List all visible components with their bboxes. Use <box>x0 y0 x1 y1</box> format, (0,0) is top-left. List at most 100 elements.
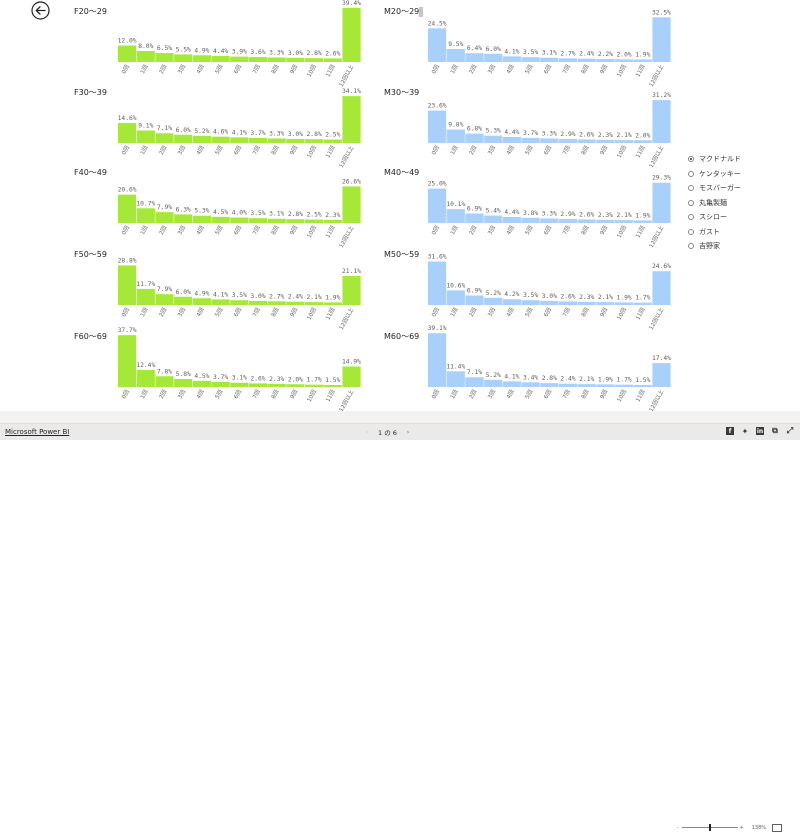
slicer-item[interactable]: マクドナルド <box>688 152 798 166</box>
radio-button-icon[interactable] <box>688 243 694 249</box>
chart-bar[interactable] <box>155 133 174 143</box>
chart-bar[interactable] <box>305 302 324 305</box>
chart-bar[interactable] <box>521 137 540 143</box>
chart-bar[interactable] <box>230 217 249 224</box>
chart-bar[interactable] <box>521 217 540 223</box>
chart-bar[interactable] <box>342 275 361 305</box>
chart-bar[interactable] <box>465 377 484 387</box>
chart-bar[interactable] <box>577 384 596 387</box>
chart-bar[interactable] <box>502 136 521 143</box>
chart-bar[interactable] <box>174 379 193 387</box>
chart-bar[interactable] <box>521 382 540 387</box>
chart-bar[interactable] <box>192 135 211 143</box>
chart-bar[interactable] <box>248 57 268 62</box>
chart-bar[interactable] <box>267 138 286 143</box>
chart-bar[interactable] <box>248 218 268 223</box>
chart-bar[interactable] <box>323 139 342 143</box>
previous-page-button[interactable]: ‹ <box>365 428 369 436</box>
chart-bar[interactable] <box>558 301 578 305</box>
chart-bar[interactable] <box>192 55 211 62</box>
chart-bar[interactable] <box>633 59 652 62</box>
chart-bar[interactable] <box>484 135 503 143</box>
back-arrow-icon[interactable] <box>31 1 50 20</box>
chart-bar[interactable] <box>286 219 305 223</box>
chart-bar[interactable] <box>211 55 230 62</box>
chart-bar[interactable] <box>446 48 465 62</box>
chart-bar[interactable] <box>540 383 559 387</box>
power-bi-link[interactable]: Microsoft Power BI <box>5 428 70 436</box>
fullscreen-icon[interactable]: ⤢ <box>786 426 794 435</box>
chart-bar[interactable] <box>342 366 361 387</box>
chart-bar[interactable] <box>540 57 559 62</box>
chart-bar[interactable] <box>267 218 286 223</box>
radio-button-icon[interactable] <box>688 170 694 177</box>
chart-bar[interactable] <box>428 188 447 223</box>
facebook-icon[interactable]: f <box>726 427 734 435</box>
chart-bar[interactable] <box>155 212 174 223</box>
chart-bar[interactable] <box>192 215 211 223</box>
chart-bar[interactable] <box>342 96 361 143</box>
chart-bar[interactable] <box>211 136 230 143</box>
chart-bar[interactable] <box>652 17 671 62</box>
chart-bar[interactable] <box>305 58 324 62</box>
twitter-icon[interactable]: ✦ <box>741 426 749 436</box>
chart-bar[interactable] <box>428 28 447 62</box>
slicer-item[interactable]: スシロー <box>688 210 798 224</box>
chart-bar[interactable] <box>596 302 615 305</box>
chart-bar[interactable] <box>465 133 484 143</box>
chart-bar[interactable] <box>484 215 503 223</box>
chart-bar[interactable] <box>136 288 155 305</box>
radio-button-icon[interactable] <box>688 228 694 235</box>
chart-bar[interactable] <box>192 380 211 387</box>
visual-handle[interactable] <box>419 7 423 17</box>
chart-bar[interactable] <box>305 139 324 143</box>
chart-bar[interactable] <box>596 139 615 143</box>
chart-bar[interactable] <box>521 57 540 62</box>
chart-bar[interactable] <box>577 139 596 143</box>
chart-bar[interactable] <box>652 182 671 223</box>
chart-bar[interactable] <box>323 302 342 305</box>
chart-bar[interactable] <box>615 140 634 143</box>
chart-bar[interactable] <box>502 56 521 62</box>
chart-bar[interactable] <box>174 296 193 305</box>
chart-bar[interactable] <box>652 363 671 387</box>
chart-bar[interactable] <box>540 300 559 305</box>
chart-bar[interactable] <box>502 299 521 305</box>
slicer-item[interactable]: 吉野家 <box>688 239 798 253</box>
zoom-out-button[interactable]: - <box>676 824 679 831</box>
chart-bar[interactable] <box>615 220 634 223</box>
chart-bar[interactable] <box>633 384 652 387</box>
chart-bar[interactable] <box>136 208 155 223</box>
chart-bar[interactable] <box>577 219 596 223</box>
chart-bar[interactable] <box>428 333 447 387</box>
chart-bar[interactable] <box>484 297 503 305</box>
chart-bar[interactable] <box>155 294 174 305</box>
embed-icon[interactable]: ⧉ <box>772 426 778 435</box>
chart-bar[interactable] <box>502 381 521 387</box>
chart-bar[interactable] <box>323 219 342 223</box>
chart-bar[interactable] <box>446 209 465 223</box>
zoom-in-button[interactable]: + <box>739 824 744 831</box>
chart-bar[interactable] <box>267 57 286 62</box>
zoom-slider[interactable] <box>681 823 738 832</box>
chart-bar[interactable] <box>230 300 249 305</box>
chart-bar[interactable] <box>286 138 305 143</box>
slicer-item[interactable]: 丸亀製麺 <box>688 196 798 210</box>
radio-button-icon[interactable] <box>688 185 694 191</box>
chart-bar[interactable] <box>305 384 324 387</box>
chart-bar[interactable] <box>155 376 174 387</box>
chart-bar[interactable] <box>211 216 230 223</box>
chart-bar[interactable] <box>615 302 634 305</box>
chart-bar[interactable] <box>118 45 137 63</box>
next-page-button[interactable]: › <box>406 428 410 436</box>
chart-bar[interactable] <box>446 290 465 305</box>
chart-bar[interactable] <box>633 220 652 223</box>
chart-bar[interactable] <box>484 53 503 62</box>
chart-bar[interactable] <box>465 295 484 305</box>
zoom-slider-knob[interactable] <box>708 824 711 831</box>
chart-bar[interactable] <box>558 139 578 143</box>
chart-bar[interactable] <box>118 194 137 223</box>
chart-bar[interactable] <box>248 300 268 305</box>
slicer-item[interactable]: モスバーガー <box>688 181 798 195</box>
chart-bar[interactable] <box>267 383 286 387</box>
